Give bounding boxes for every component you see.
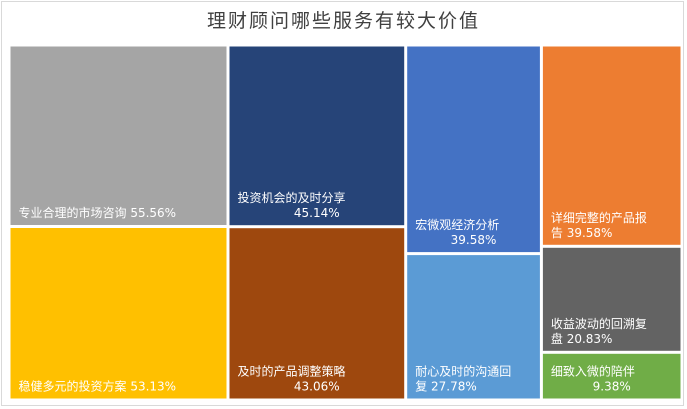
- treemap-rect: [10, 46, 227, 225]
- treemap-label: 43.06%: [294, 380, 340, 394]
- treemap-label: 细致入微的陪伴: [551, 364, 635, 379]
- treemap-rect: [229, 46, 405, 226]
- treemap-rect: [542, 353, 681, 399]
- treemap-label: 45.14%: [294, 206, 340, 220]
- treemap-rect: [407, 46, 540, 253]
- treemap-rect: [542, 46, 681, 245]
- treemap-label: 告 39.58%: [551, 226, 613, 240]
- treemap-label: 投资机会的及时分享: [238, 190, 346, 205]
- chart-title: 理财顾问哪些服务有较大价值: [206, 10, 480, 32]
- treemap-label: 稳健多元的投资方案 53.13%: [19, 379, 177, 394]
- treemap-label: 收益波动的回溯复: [551, 316, 647, 331]
- treemap-rect: [542, 247, 681, 351]
- treemap-rect: [229, 228, 405, 399]
- treemap-tile: 专业合理的市场咨询 55.56%: [10, 46, 227, 225]
- treemap-label: 专业合理的市场咨询 55.56%: [19, 205, 177, 220]
- treemap-label: 盘 20.83%: [551, 331, 613, 346]
- treemap-label: 复 27.78%: [415, 380, 477, 394]
- treemap-rect: [407, 255, 540, 399]
- treemap-tile: 稳健多元的投资方案 53.13%: [10, 228, 227, 399]
- treemap-label: 宏微观经济分析: [415, 217, 499, 232]
- treemap-label: 9.38%: [593, 380, 631, 394]
- treemap-label: 耐心及时的沟通回: [415, 364, 511, 379]
- treemap-rect: [10, 228, 227, 399]
- treemap-label: 39.58%: [451, 233, 497, 247]
- treemap-label: 详细完整的产品报: [551, 210, 647, 225]
- treemap-label: 及时的产品调整策略: [238, 364, 346, 379]
